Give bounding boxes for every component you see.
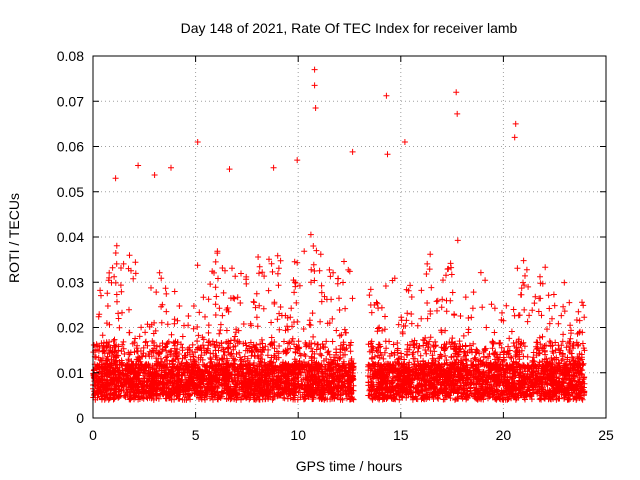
y-tick-label: 0.08 [57,48,84,64]
y-tick-label: 0.04 [57,229,84,245]
axis-ticks: 0 5 10 15 20 25 0 0.01 0.02 0.03 0.04 0.05 0.06 0.07 0… [57,48,614,443]
y-tick-label: 0.05 [57,184,84,200]
y-tick-label: 0.02 [57,320,84,336]
x-tick-label: 10 [290,427,306,443]
y-tick-label: 0.01 [57,365,84,381]
y-tick-label: 0 [76,410,84,426]
x-tick-label: 25 [598,427,614,443]
x-tick-label: 0 [89,427,97,443]
y-tick-label: 0.03 [57,274,84,290]
y-axis-title: ROTI / TECUs [6,193,22,283]
chart-title: Day 148 of 2021, Rate Of TEC Index for r… [181,20,518,36]
y-tick-label: 0.07 [57,93,84,109]
x-tick-label: 15 [393,427,409,443]
data-points [90,66,588,403]
x-tick-label: 20 [496,427,512,443]
y-tick-label: 0.06 [57,139,84,155]
x-axis-title: GPS time / hours [296,458,403,474]
x-tick-label: 5 [192,427,200,443]
grid-lines [93,56,606,418]
roti-markers [90,66,588,403]
